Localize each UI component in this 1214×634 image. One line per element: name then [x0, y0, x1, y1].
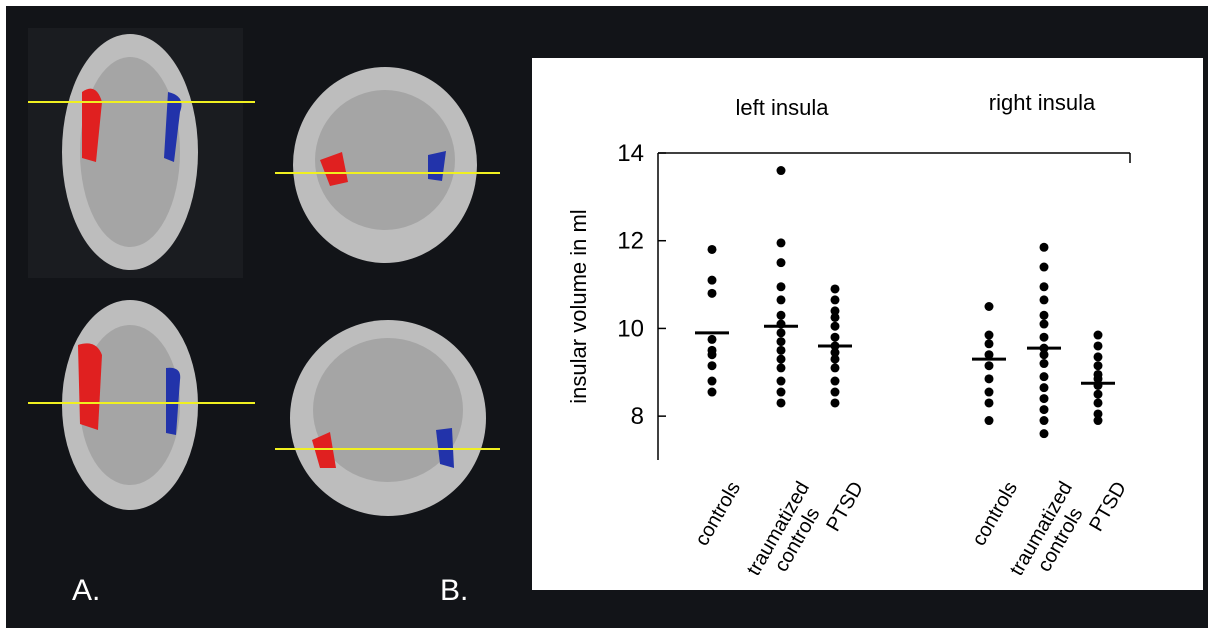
data-point — [985, 339, 994, 348]
data-point — [777, 258, 786, 267]
panel-label: A. — [72, 574, 100, 608]
data-point — [708, 335, 717, 344]
data-point — [1040, 429, 1049, 438]
y-axis-label: insular volume in ml — [566, 209, 591, 403]
data-point — [1040, 320, 1049, 329]
data-point — [1040, 372, 1049, 381]
data-point — [777, 311, 786, 320]
data-point — [708, 276, 717, 285]
data-point — [985, 398, 994, 407]
group-label: left insula — [736, 95, 830, 120]
data-point — [1040, 282, 1049, 291]
data-point — [777, 166, 786, 175]
data-point — [1040, 394, 1049, 403]
data-point — [831, 355, 840, 364]
data-point — [831, 295, 840, 304]
data-point — [831, 322, 840, 331]
data-point — [708, 245, 717, 254]
data-point — [1040, 243, 1049, 252]
data-point — [985, 416, 994, 425]
data-point — [1040, 333, 1049, 342]
data-point — [985, 374, 994, 383]
data-point — [1094, 390, 1103, 399]
data-point — [831, 377, 840, 386]
y-tick-label: 12 — [617, 228, 644, 255]
panel-label: B. — [440, 574, 468, 608]
data-point — [777, 328, 786, 337]
data-point — [708, 377, 717, 386]
data-point — [1040, 295, 1049, 304]
data-point — [777, 377, 786, 386]
data-point — [831, 388, 840, 397]
data-point — [777, 346, 786, 355]
y-tick-label: 10 — [617, 315, 644, 342]
data-point — [1094, 416, 1103, 425]
data-point — [1040, 405, 1049, 414]
figure: 8 10 12 14 insular volume in ml left insula ri… — [0, 0, 1214, 634]
y-tick-label: 8 — [631, 403, 644, 430]
data-point — [777, 282, 786, 291]
data-point — [1040, 311, 1049, 320]
data-point — [777, 355, 786, 364]
data-point — [1040, 263, 1049, 272]
data-point — [777, 398, 786, 407]
data-point — [1094, 361, 1103, 370]
data-point — [985, 388, 994, 397]
data-point — [708, 388, 717, 397]
data-point — [708, 361, 717, 370]
data-point — [777, 238, 786, 247]
data-point — [1094, 331, 1103, 340]
data-point — [831, 333, 840, 342]
data-point — [831, 284, 840, 293]
y-tick-label: 14 — [617, 140, 644, 167]
data-point — [831, 398, 840, 407]
data-point — [777, 295, 786, 304]
data-point — [777, 363, 786, 372]
data-point — [708, 289, 717, 298]
data-point — [708, 350, 717, 359]
data-point — [777, 337, 786, 346]
data-point — [985, 331, 994, 340]
data-point — [1040, 416, 1049, 425]
data-point — [1094, 352, 1103, 361]
data-point — [985, 302, 994, 311]
data-point — [1094, 398, 1103, 407]
data-point — [1040, 359, 1049, 368]
group-label: right insula — [989, 90, 1096, 115]
data-point — [985, 361, 994, 370]
data-point — [831, 313, 840, 322]
left-insula-mask — [78, 343, 102, 430]
data-point — [831, 363, 840, 372]
data-point — [1040, 383, 1049, 392]
data-point — [1094, 341, 1103, 350]
data-point — [1040, 350, 1049, 359]
data-point — [777, 388, 786, 397]
